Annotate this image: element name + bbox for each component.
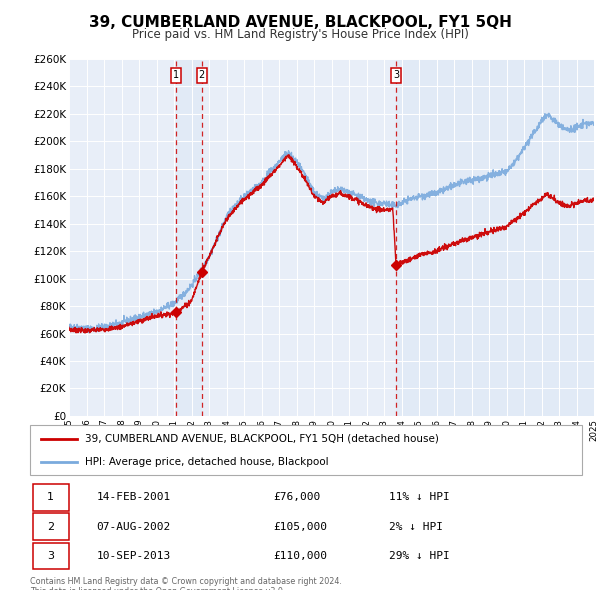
Text: 1: 1: [173, 70, 179, 80]
Text: HPI: Average price, detached house, Blackpool: HPI: Average price, detached house, Blac…: [85, 457, 329, 467]
Text: £76,000: £76,000: [273, 492, 320, 502]
Text: 1: 1: [47, 492, 54, 502]
Text: 2: 2: [199, 70, 205, 80]
Text: 29% ↓ HPI: 29% ↓ HPI: [389, 551, 449, 561]
Text: 3: 3: [47, 551, 54, 561]
Text: 39, CUMBERLAND AVENUE, BLACKPOOL, FY1 5QH: 39, CUMBERLAND AVENUE, BLACKPOOL, FY1 5Q…: [89, 15, 511, 30]
Text: 14-FEB-2001: 14-FEB-2001: [96, 492, 170, 502]
Text: 3: 3: [393, 70, 399, 80]
Text: 11% ↓ HPI: 11% ↓ HPI: [389, 492, 449, 502]
FancyBboxPatch shape: [33, 543, 68, 569]
Text: 39, CUMBERLAND AVENUE, BLACKPOOL, FY1 5QH (detached house): 39, CUMBERLAND AVENUE, BLACKPOOL, FY1 5Q…: [85, 434, 439, 444]
Bar: [176, 59, 202, 416]
FancyBboxPatch shape: [33, 484, 68, 510]
Text: 10-SEP-2013: 10-SEP-2013: [96, 551, 170, 561]
Text: 2% ↓ HPI: 2% ↓ HPI: [389, 522, 443, 532]
Text: Price paid vs. HM Land Registry's House Price Index (HPI): Price paid vs. HM Land Registry's House …: [131, 28, 469, 41]
FancyBboxPatch shape: [30, 425, 582, 475]
Text: 07-AUG-2002: 07-AUG-2002: [96, 522, 170, 532]
Text: £110,000: £110,000: [273, 551, 327, 561]
Bar: [396, 59, 594, 416]
FancyBboxPatch shape: [33, 513, 68, 540]
Text: £105,000: £105,000: [273, 522, 327, 532]
Text: 2: 2: [47, 522, 54, 532]
Text: Contains HM Land Registry data © Crown copyright and database right 2024.
This d: Contains HM Land Registry data © Crown c…: [30, 577, 342, 590]
